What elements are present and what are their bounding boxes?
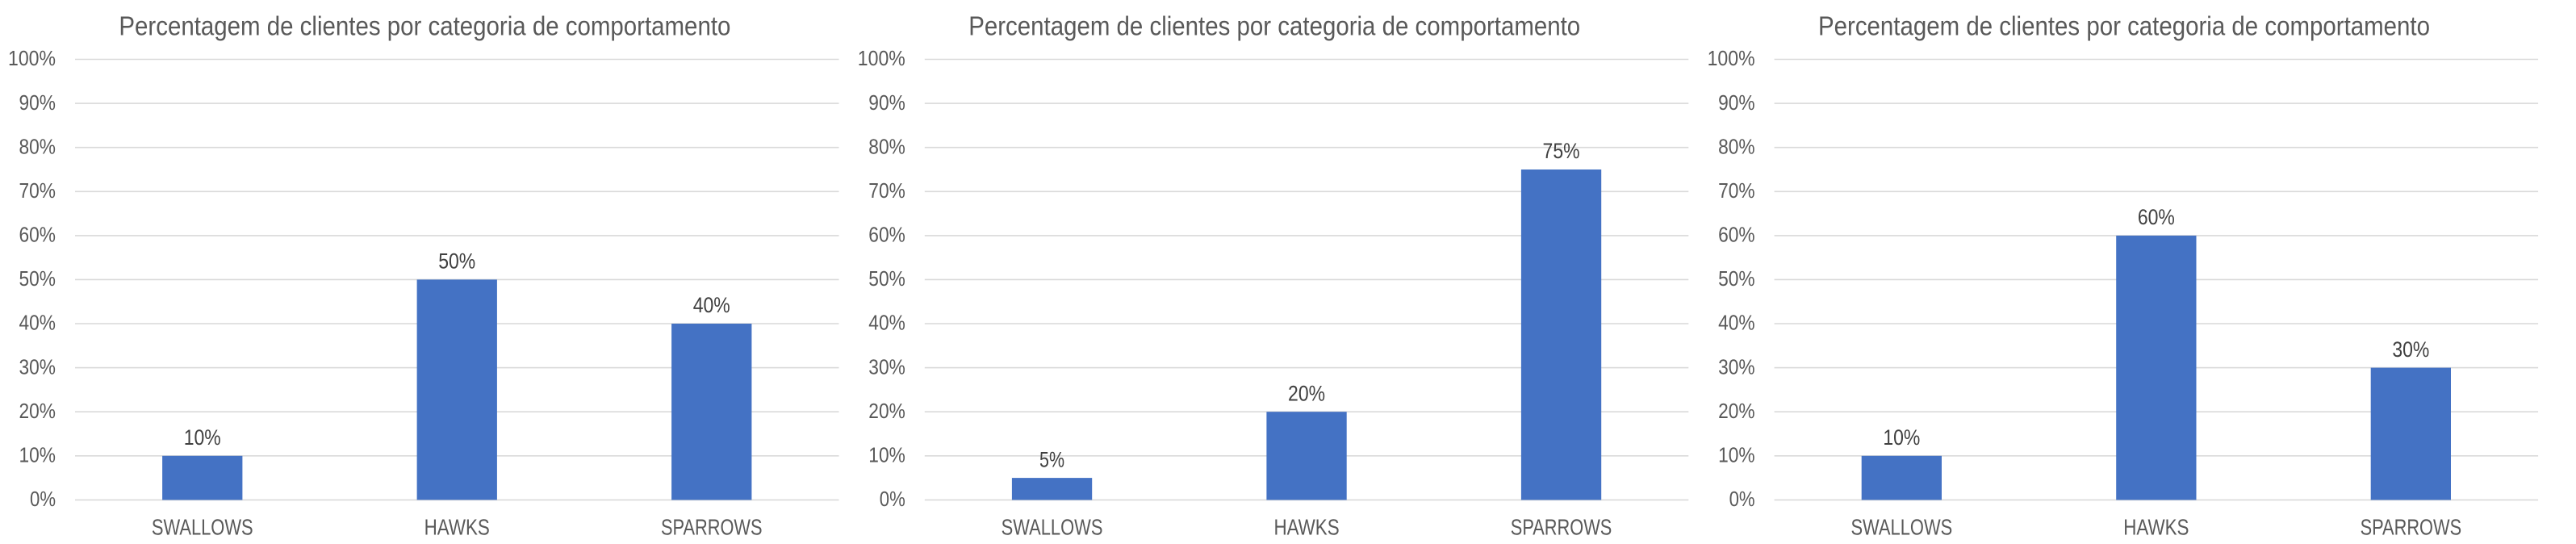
svg-text:SPARROWS: SPARROWS (661, 515, 763, 540)
svg-text:Percentagem de clientes por ca: Percentagem de clientes por categoria de… (119, 11, 730, 41)
svg-text:90%: 90% (19, 90, 56, 115)
svg-text:0%: 0% (30, 487, 56, 511)
svg-text:SWALLOWS: SWALLOWS (1850, 515, 1952, 540)
svg-text:40%: 40% (693, 293, 730, 317)
svg-text:60%: 60% (2138, 205, 2175, 229)
svg-text:10%: 10% (184, 425, 221, 450)
svg-text:20%: 20% (868, 399, 905, 423)
svg-text:50%: 50% (868, 266, 905, 291)
svg-text:Percentagem de clientes por ca: Percentagem de clientes por categoria de… (968, 11, 1580, 41)
svg-text:20%: 20% (1718, 399, 1755, 423)
svg-text:HAWKS: HAWKS (2123, 515, 2189, 540)
svg-text:SWALLOWS: SWALLOWS (152, 515, 253, 540)
svg-text:20%: 20% (19, 399, 56, 423)
svg-text:HAWKS: HAWKS (1273, 515, 1339, 540)
svg-text:60%: 60% (19, 223, 56, 247)
svg-text:50%: 50% (438, 249, 475, 274)
svg-text:10%: 10% (868, 443, 905, 467)
svg-text:40%: 40% (868, 311, 905, 335)
svg-text:90%: 90% (868, 90, 905, 115)
svg-text:30%: 30% (868, 354, 905, 379)
svg-text:70%: 70% (1718, 178, 1755, 203)
svg-text:Percentagem de clientes por ca: Percentagem de clientes por categoria de… (1818, 11, 2430, 41)
svg-text:0%: 0% (1729, 487, 1755, 511)
svg-text:60%: 60% (1718, 223, 1755, 247)
svg-text:40%: 40% (19, 311, 56, 335)
svg-text:10%: 10% (1883, 425, 1920, 450)
svg-text:30%: 30% (2392, 337, 2429, 362)
svg-text:0%: 0% (880, 487, 905, 511)
svg-text:80%: 80% (19, 134, 56, 158)
svg-text:30%: 30% (1718, 354, 1755, 379)
svg-text:SPARROWS: SPARROWS (1511, 515, 1612, 540)
svg-text:100%: 100% (1708, 46, 1755, 70)
svg-text:60%: 60% (868, 223, 905, 247)
svg-text:50%: 50% (1718, 266, 1755, 291)
svg-text:10%: 10% (19, 443, 56, 467)
svg-text:SWALLOWS: SWALLOWS (1002, 515, 1103, 540)
svg-text:20%: 20% (1288, 381, 1325, 405)
svg-text:70%: 70% (19, 178, 56, 203)
svg-text:50%: 50% (19, 266, 56, 291)
svg-text:80%: 80% (1718, 134, 1755, 158)
svg-text:100%: 100% (8, 46, 56, 70)
svg-text:HAWKS: HAWKS (424, 515, 490, 540)
svg-text:SPARROWS: SPARROWS (2361, 515, 2462, 540)
svg-text:40%: 40% (1718, 311, 1755, 335)
svg-text:10%: 10% (1718, 443, 1755, 467)
svg-text:5%: 5% (1039, 447, 1064, 471)
svg-text:30%: 30% (19, 354, 56, 379)
svg-text:80%: 80% (868, 134, 905, 158)
svg-text:70%: 70% (868, 178, 905, 203)
svg-text:100%: 100% (858, 46, 905, 70)
svg-text:75%: 75% (1543, 139, 1580, 163)
svg-text:90%: 90% (1718, 90, 1755, 115)
